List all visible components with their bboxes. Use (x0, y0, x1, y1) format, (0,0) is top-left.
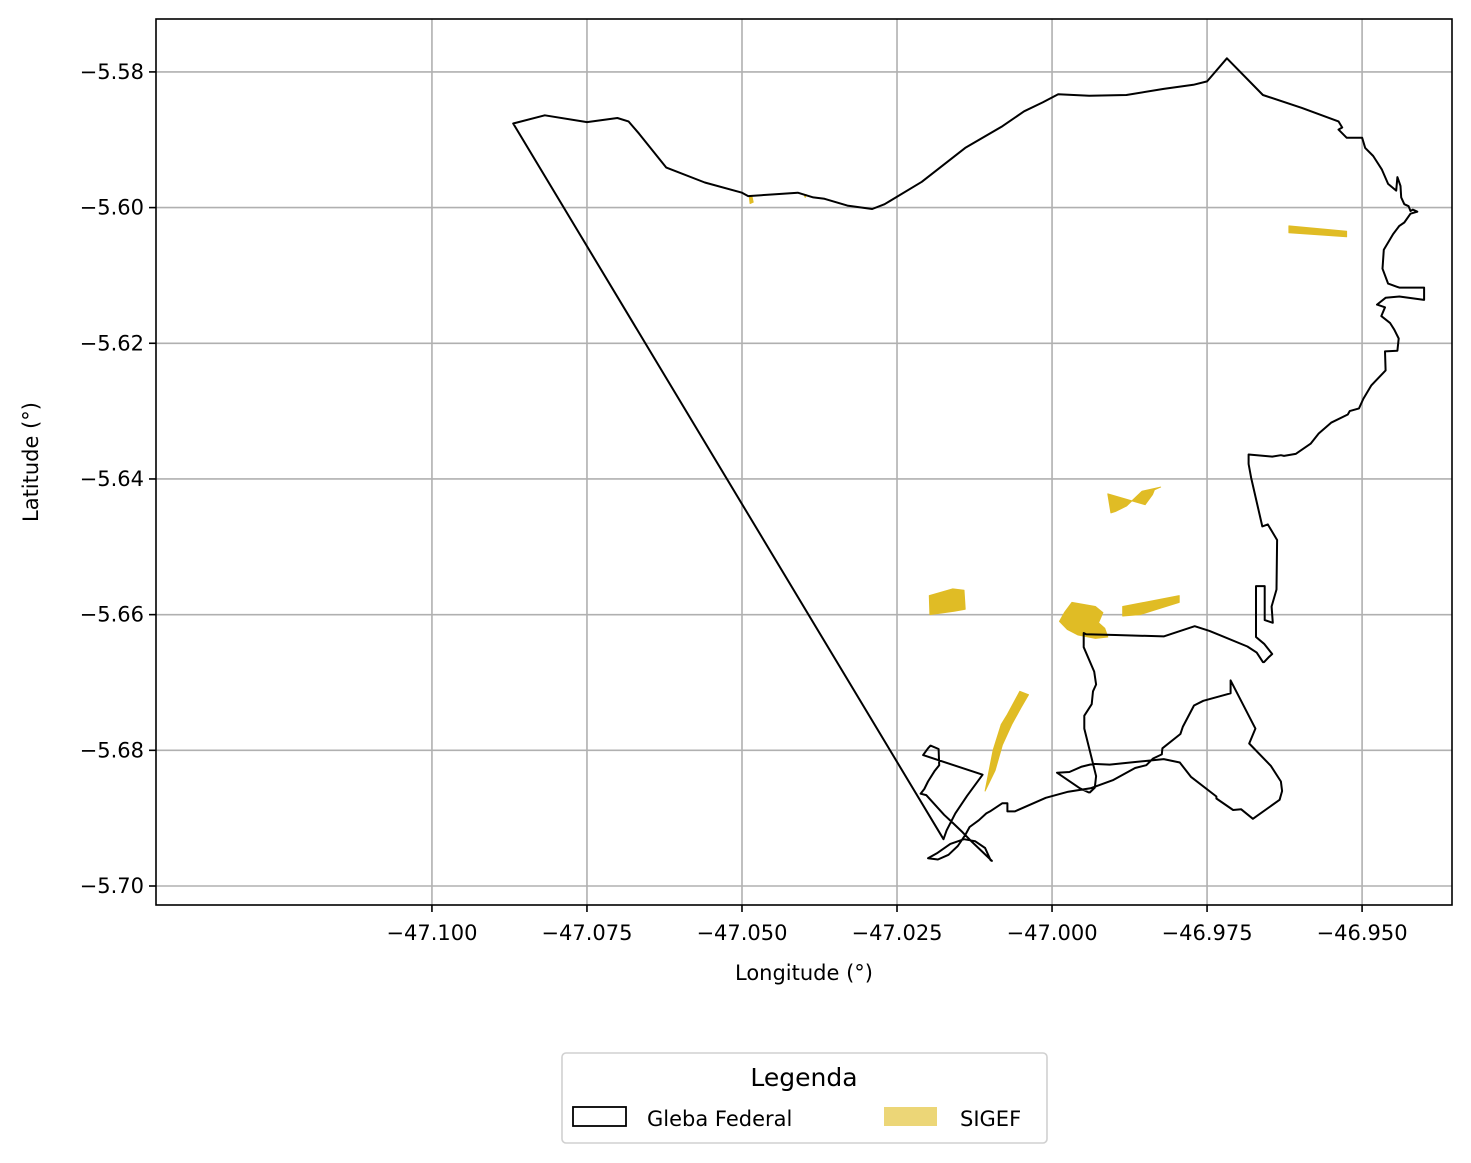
y-tick-label-6: −5.70 (80, 874, 144, 898)
y-axis-label: Latitude (°) (19, 402, 43, 522)
x-axis-label: Longitude (°) (735, 961, 873, 985)
sigef-parcel-5 (1059, 601, 1109, 639)
sigef-parcel-1 (748, 195, 754, 204)
sigef-parcel-7 (984, 690, 1029, 792)
legend-swatch-gleba-federal (572, 1106, 627, 1127)
x-tick-label-2: −47.050 (696, 921, 787, 945)
x-tick-label-0: −47.100 (386, 921, 477, 945)
y-tick-label-0: −5.58 (80, 60, 144, 84)
x-tick-label-5: −46.975 (1162, 921, 1253, 945)
legend-label-sigef: SIGEF (960, 1107, 1021, 1131)
x-tick-label-4: −47.000 (1006, 921, 1097, 945)
sigef-parcel-4 (928, 588, 966, 616)
y-tick-label-5: −5.68 (80, 738, 144, 762)
legend-label-gleba-federal: Gleba Federal (647, 1107, 792, 1131)
legend-title: Legenda (750, 1063, 857, 1092)
x-tick-label-3: −47.025 (851, 921, 942, 945)
x-tick-label-6: −46.950 (1317, 921, 1408, 945)
y-tick-label-2: −5.62 (80, 331, 144, 355)
grid-lines (156, 19, 1452, 905)
plot-data (512, 57, 1426, 862)
sigef-parcel-6 (1122, 595, 1180, 617)
gleba-federal-boundary (512, 57, 1426, 862)
legend-swatch-sigef (884, 1107, 937, 1126)
sigef-parcel-0 (1288, 225, 1348, 238)
y-tick-label-4: −5.66 (80, 603, 144, 627)
sigef-parcel-3 (1107, 486, 1162, 514)
x-tick-label-1: −47.075 (541, 921, 632, 945)
y-tick-label-3: −5.64 (80, 467, 144, 491)
axis-ticks: −47.100 −47.075 −47.050 −47.025 −47.000 −46.9… (80, 60, 1408, 945)
y-tick-label-1: −5.60 (80, 196, 144, 220)
legend: Legenda Gleba Federal SIGEF (561, 1052, 1048, 1144)
plot-frame (155, 18, 1453, 906)
